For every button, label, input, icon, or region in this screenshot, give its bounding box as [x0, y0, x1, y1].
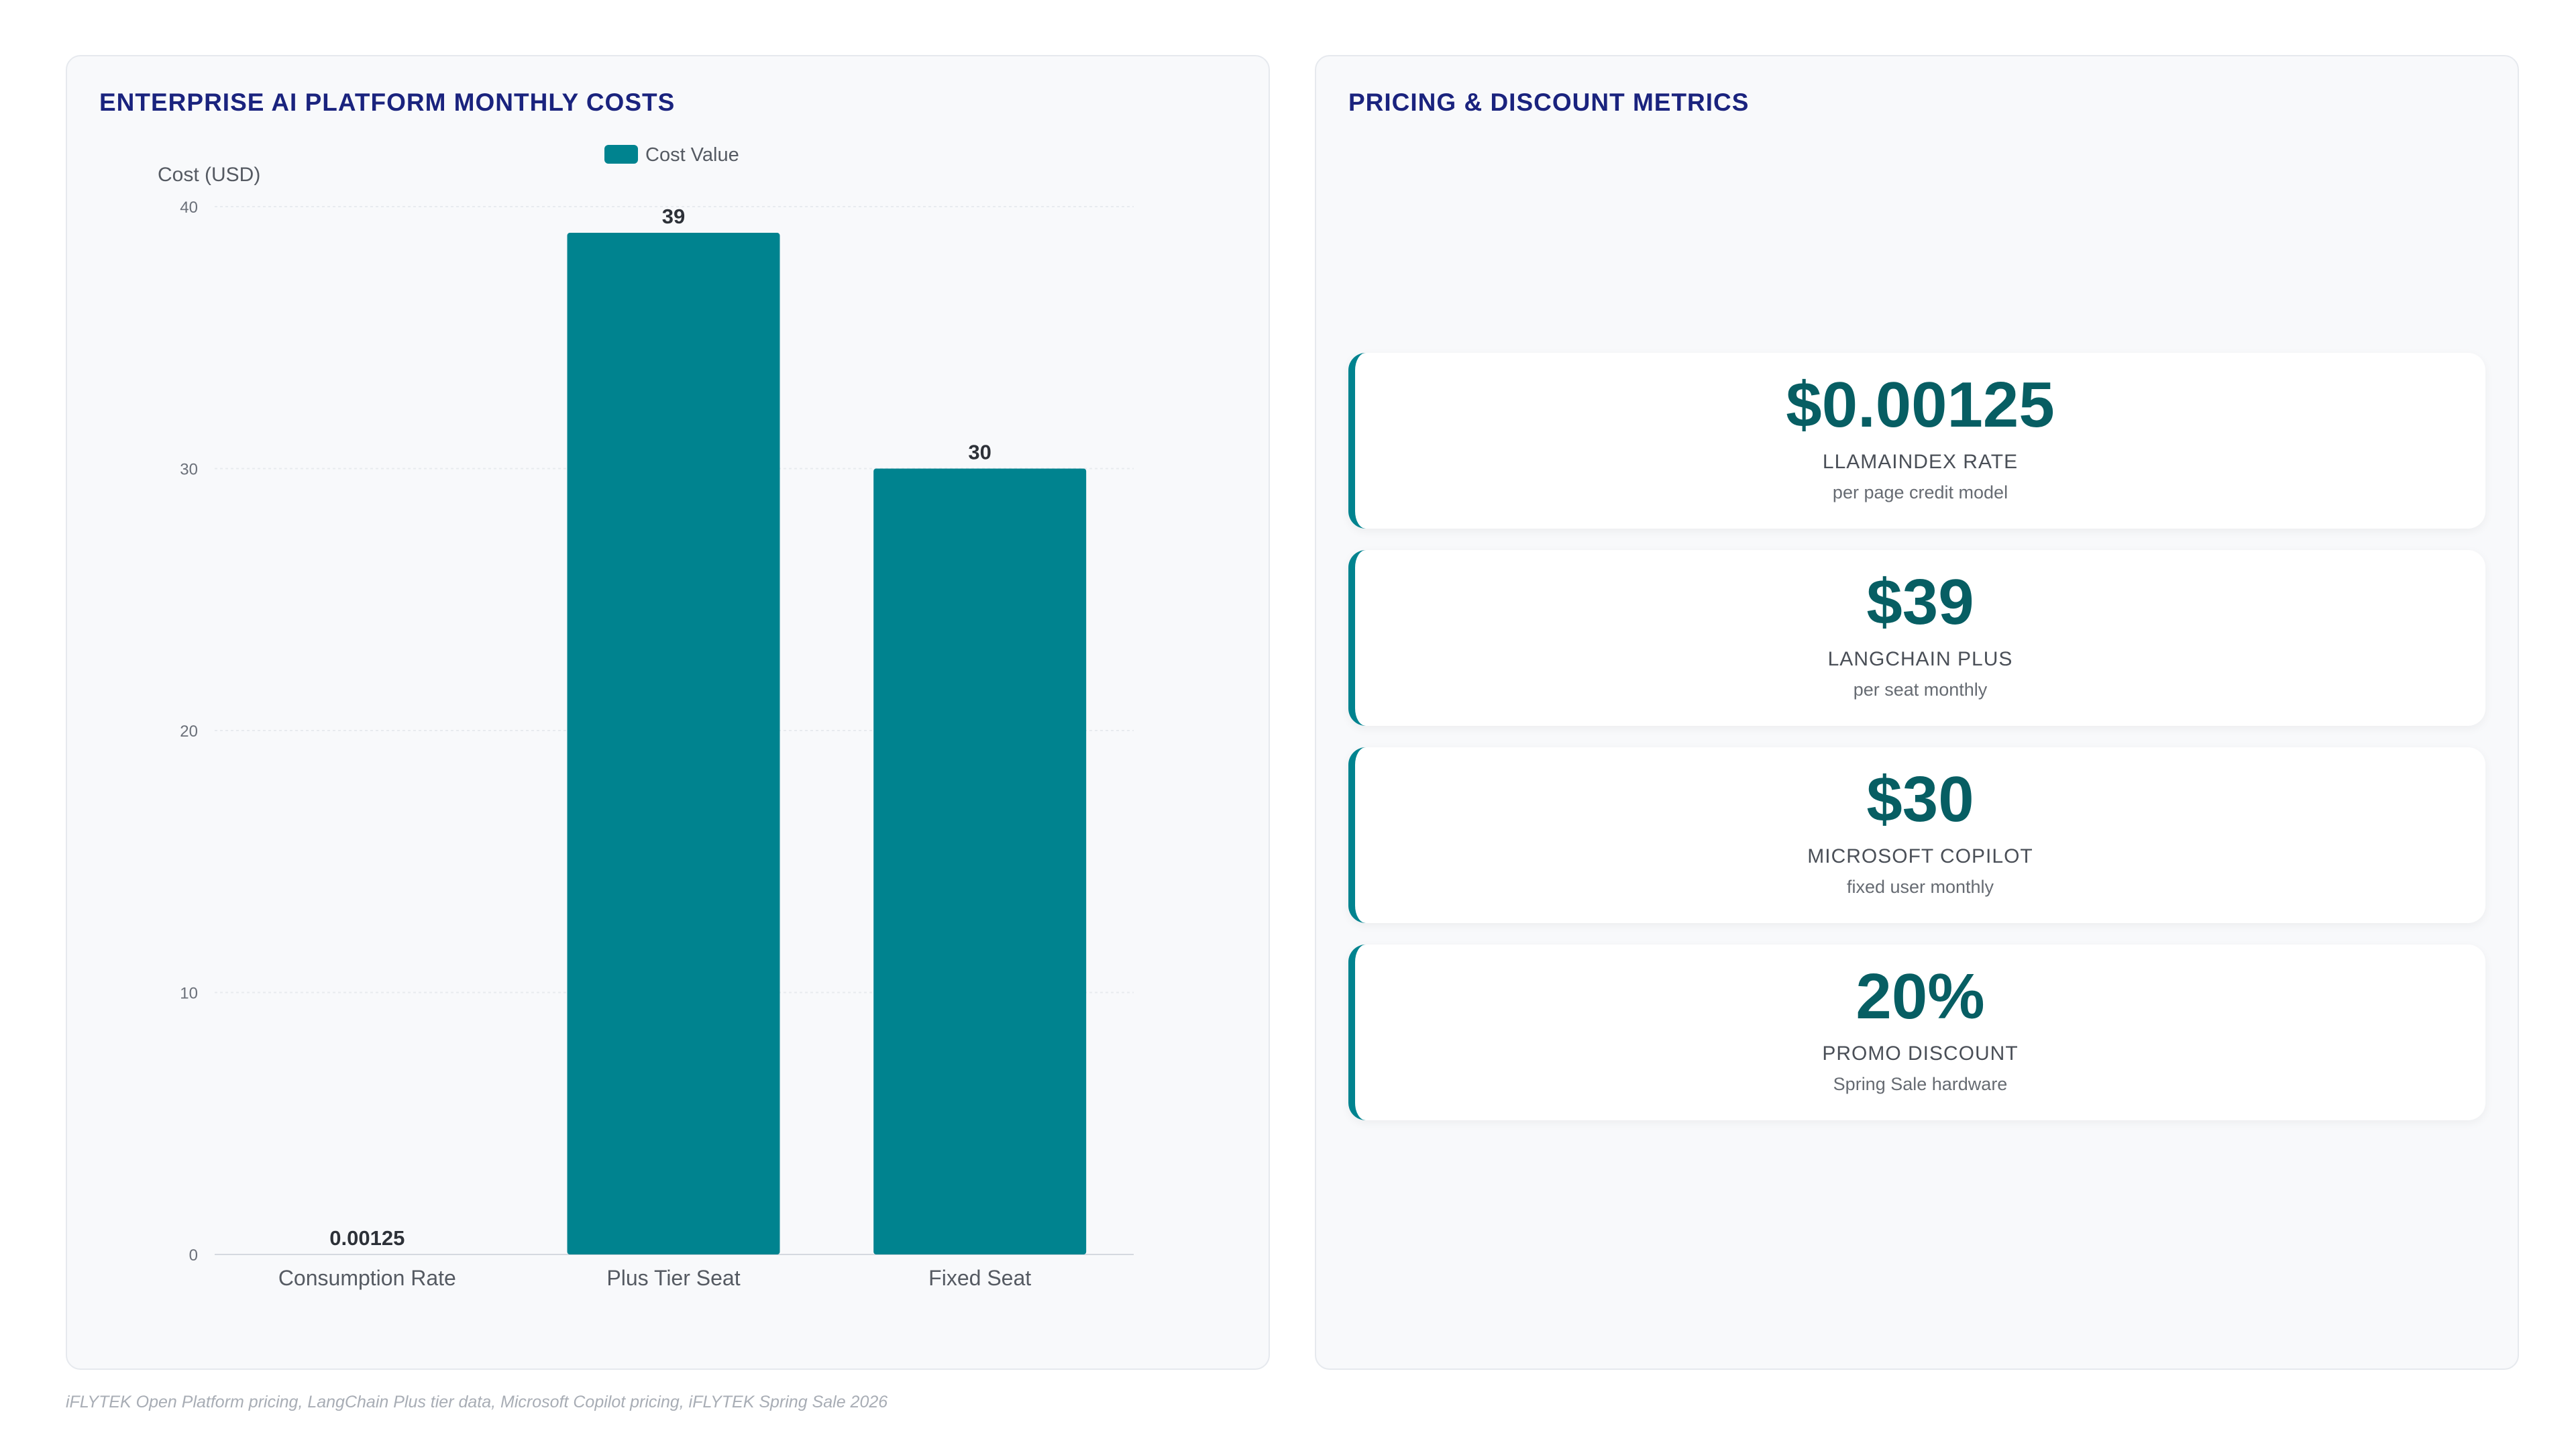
- x-tick-label: Plus Tier Seat: [606, 1266, 740, 1290]
- y-tick-label: 40: [180, 199, 198, 217]
- bar-value-label: 0.00125: [329, 1226, 405, 1250]
- metric-card-llamaindex: $0.00125 LLAMAINDEX RATE per page credit…: [1348, 353, 2485, 529]
- metric-card-promo: 20% PROMO DISCOUNT Spring Sale hardware: [1348, 945, 2485, 1120]
- metric-label: LLAMAINDEX RATE: [1822, 451, 2019, 473]
- bar-chart: 0 10 20 30 40 Cost (USD) Cost Value 0.00125 Cons…: [158, 144, 1134, 1290]
- chart-panel: ENTERPRISE AI PLATFORM MONTHLY COSTS 0 10…: [66, 55, 1270, 1370]
- y-tick-label: 20: [180, 722, 198, 741]
- metrics-title: PRICING & DISCOUNT METRICS: [1348, 89, 1750, 116]
- metric-subtext: per page credit model: [1832, 482, 2008, 502]
- metric-subtext: per seat monthly: [1853, 680, 1988, 700]
- metric-label: MICROSOFT COPILOT: [1807, 845, 2033, 867]
- metric-subtext: fixed user monthly: [1846, 877, 1994, 897]
- x-tick-label: Fixed Seat: [928, 1266, 1031, 1290]
- metric-subtext: Spring Sale hardware: [1833, 1074, 2008, 1094]
- metric-value: $30: [1866, 763, 1974, 835]
- metric-value: 20%: [1856, 961, 1985, 1032]
- metric-label: PROMO DISCOUNT: [1822, 1042, 2019, 1065]
- bar: [567, 233, 780, 1254]
- y-tick-label: 0: [189, 1246, 198, 1265]
- bar-value-label: 39: [662, 205, 685, 228]
- metric-value: $0.00125: [1786, 369, 2055, 441]
- legend-swatch: [604, 145, 638, 164]
- metric-label: LANGCHAIN PLUS: [1827, 648, 2013, 670]
- metric-card-copilot: $30 MICROSOFT COPILOT fixed user monthly: [1348, 747, 2485, 923]
- y-axis-title: Cost (USD): [158, 164, 260, 186]
- source-note: iFLYTEK Open Platform pricing, LangChain…: [66, 1393, 888, 1411]
- y-tick-label: 10: [180, 985, 198, 1003]
- y-tick-label: 30: [180, 461, 198, 479]
- chart-title: ENTERPRISE AI PLATFORM MONTHLY COSTS: [99, 89, 676, 116]
- metric-value: $39: [1866, 566, 1974, 638]
- metrics-panel: PRICING & DISCOUNT METRICS $0.00125 LLAM…: [1315, 55, 2519, 1370]
- x-tick-label: Consumption Rate: [278, 1266, 456, 1290]
- legend-label: Cost Value: [645, 144, 739, 166]
- metric-card-langchain: $39 LANGCHAIN PLUS per seat monthly: [1348, 550, 2485, 726]
- bar: [873, 468, 1087, 1254]
- bar-value-label: 30: [968, 441, 991, 464]
